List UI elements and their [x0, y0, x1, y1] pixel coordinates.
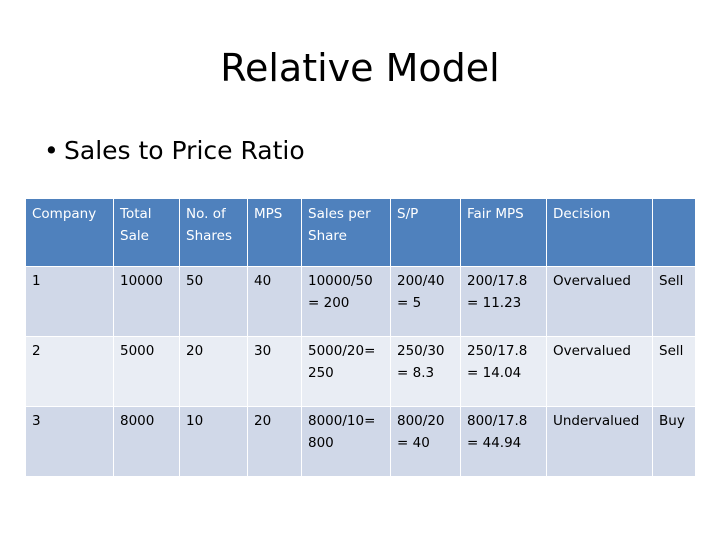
cell-fair-mps: 250/17.8 = 14.04: [460, 336, 547, 407]
table-header-row: Company Total Sale No. of Shares MPS Sal…: [25, 198, 696, 267]
header-sales-per-share: Sales per Share: [301, 198, 391, 267]
table-row: 2 5000 20 30 5000/20= 250 250/30 = 8.3 2…: [25, 336, 696, 407]
cell-company: 2: [25, 336, 114, 407]
cell-shares: 20: [179, 336, 248, 407]
cell-shares: 10: [179, 406, 248, 477]
cell-fair-mps: 200/17.8 = 11.23: [460, 266, 547, 337]
cell-total-sale: 5000: [113, 336, 180, 407]
valuation-table: Company Total Sale No. of Shares MPS Sal…: [25, 198, 696, 477]
bullet-dot-icon: •: [44, 136, 59, 165]
header-shares: No. of Shares: [179, 198, 248, 267]
cell-sales-per-share: 10000/50 = 200: [301, 266, 391, 337]
cell-company: 1: [25, 266, 114, 337]
cell-sales-per-share: 8000/10= 800: [301, 406, 391, 477]
cell-fair-mps: 800/17.8 = 44.94: [460, 406, 547, 477]
cell-decision: Overvalued: [546, 336, 653, 407]
header-fair-mps: Fair MPS: [460, 198, 547, 267]
header-company: Company: [25, 198, 114, 267]
bullet-text: Sales to Price Ratio: [64, 136, 305, 165]
cell-decision: Undervalued: [546, 406, 653, 477]
table-row: 3 8000 10 20 8000/10= 800 800/20 = 40 80…: [25, 406, 696, 477]
header-action: [652, 198, 696, 267]
cell-company: 3: [25, 406, 114, 477]
header-s-p: S/P: [390, 198, 461, 267]
header-decision: Decision: [546, 198, 653, 267]
slide-title: Relative Model: [220, 46, 500, 90]
cell-s-p: 200/40 = 5: [390, 266, 461, 337]
bullet-item: • Sales to Price Ratio: [44, 134, 305, 168]
cell-s-p: 800/20 = 40: [390, 406, 461, 477]
cell-action: Buy: [652, 406, 696, 477]
cell-mps: 30: [247, 336, 302, 407]
cell-decision: Overvalued: [546, 266, 653, 337]
cell-shares: 50: [179, 266, 248, 337]
cell-sales-per-share: 5000/20= 250: [301, 336, 391, 407]
cell-s-p: 250/30 = 8.3: [390, 336, 461, 407]
table-row: 1 10000 50 40 10000/50 = 200 200/40 = 5 …: [25, 266, 696, 337]
cell-action: Sell: [652, 336, 696, 407]
header-mps: MPS: [247, 198, 302, 267]
cell-total-sale: 8000: [113, 406, 180, 477]
header-total-sale: Total Sale: [113, 198, 180, 267]
cell-action: Sell: [652, 266, 696, 337]
cell-mps: 20: [247, 406, 302, 477]
cell-total-sale: 10000: [113, 266, 180, 337]
cell-mps: 40: [247, 266, 302, 337]
